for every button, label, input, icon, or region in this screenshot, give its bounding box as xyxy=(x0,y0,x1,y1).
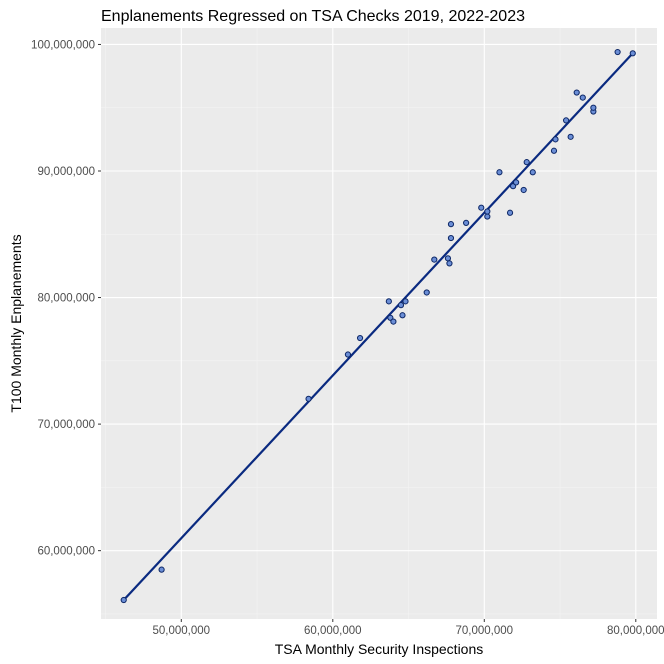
data-point xyxy=(614,48,621,56)
data-point xyxy=(579,94,586,101)
x-tick-label: 70,000,000 xyxy=(456,625,514,637)
x-axis: 50,000,000 60,000,000 70,000,000 80,000,000 xyxy=(153,619,664,637)
data-point xyxy=(484,213,491,220)
data-point xyxy=(431,256,438,263)
data-point xyxy=(158,566,165,573)
data-point xyxy=(447,221,455,228)
x-tick-label: 60,000,000 xyxy=(304,625,362,637)
chart-title: Enplanements Regressed on TSA Checks 201… xyxy=(101,8,525,25)
data-point xyxy=(552,136,559,143)
data-point xyxy=(356,334,364,342)
data-point xyxy=(397,302,405,309)
x-axis-title: TSA Monthly Security Inspections xyxy=(275,641,484,657)
data-point xyxy=(513,179,520,186)
data-point xyxy=(446,260,453,267)
regression-line xyxy=(122,52,634,601)
x-tick-label: 80,000,000 xyxy=(607,625,664,637)
regression-line-group xyxy=(122,52,634,601)
data-point xyxy=(478,204,485,211)
minor-gridlines xyxy=(101,28,657,619)
data-points xyxy=(120,48,636,604)
data-point xyxy=(305,395,312,402)
y-axis-title: T100 Monthly Enplanements xyxy=(8,234,24,412)
major-gridlines xyxy=(101,28,657,619)
y-tick-label: 60,000,000 xyxy=(37,546,95,558)
data-point xyxy=(496,169,503,176)
y-tick-label: 70,000,000 xyxy=(37,419,95,431)
data-point xyxy=(444,255,452,262)
y-axis: 60,000,000 70,000,000 80,000,000 90,000,000… xyxy=(31,39,101,558)
data-point xyxy=(463,219,470,226)
data-point xyxy=(447,234,455,242)
y-tick-label: 80,000,000 xyxy=(37,293,95,305)
data-point xyxy=(573,89,580,96)
data-point xyxy=(590,104,597,111)
data-point xyxy=(402,298,409,305)
data-point xyxy=(567,133,574,140)
data-point xyxy=(344,351,352,358)
data-point xyxy=(390,318,397,325)
y-tick-label: 100,000,000 xyxy=(31,39,95,51)
data-point xyxy=(484,208,491,215)
data-point xyxy=(523,159,530,166)
data-point xyxy=(506,209,514,216)
data-point xyxy=(399,312,406,319)
y-tick-label: 90,000,000 xyxy=(37,166,95,178)
x-tick-label: 50,000,000 xyxy=(153,625,211,637)
data-point xyxy=(550,147,558,154)
data-point xyxy=(423,289,430,296)
data-point xyxy=(385,298,392,305)
data-point xyxy=(529,169,536,176)
data-point xyxy=(520,186,527,194)
data-point xyxy=(563,117,570,124)
data-point xyxy=(629,50,636,57)
data-point xyxy=(120,596,127,604)
